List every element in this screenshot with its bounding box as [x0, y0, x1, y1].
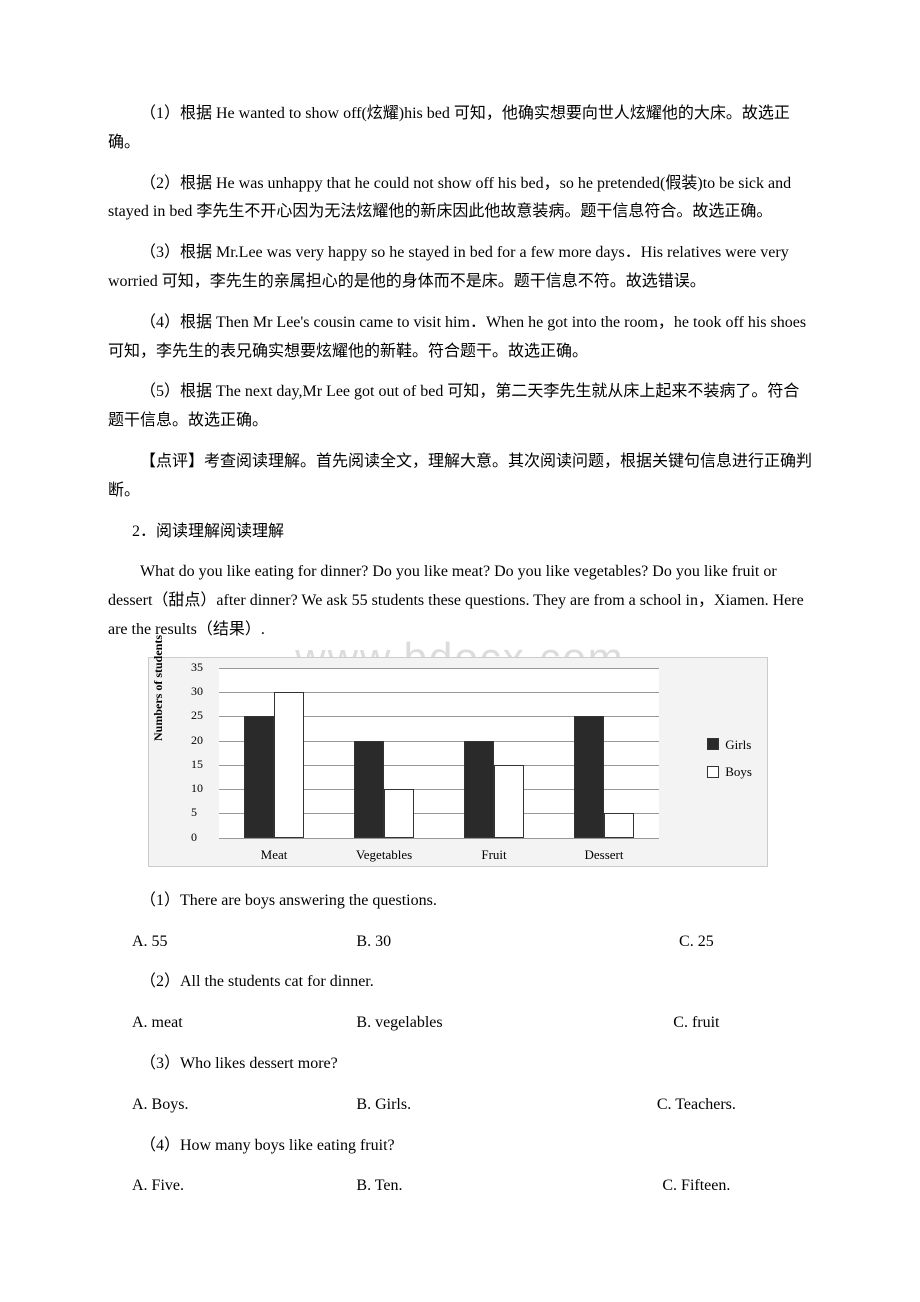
- x-axis-label: Meat: [234, 843, 314, 866]
- explanation-1: （1）根据 He wanted to show off(炫耀)his bed 可…: [108, 100, 812, 158]
- q2-3-opt-b: B. Girls.: [356, 1091, 580, 1120]
- q2-3-options: A. Boys. B. Girls. C. Teachers.: [108, 1091, 812, 1120]
- q2-4-opt-a: A. Five.: [132, 1172, 356, 1201]
- page-content: （1）根据 He wanted to show off(炫耀)his bed 可…: [108, 100, 812, 1201]
- q2-1-opt-a: A. 55: [132, 928, 356, 957]
- legend-swatch: [707, 738, 719, 750]
- chart-bar: [244, 716, 274, 837]
- q2-3-opt-c: C. Teachers.: [581, 1091, 812, 1120]
- explanation-2: （2）根据 He was unhappy that he could not s…: [108, 170, 812, 228]
- explanation-5: （5）根据 The next day,Mr Lee got out of bed…: [108, 378, 812, 436]
- x-axis-label: Fruit: [454, 843, 534, 866]
- y-axis-label: Numbers of students: [148, 635, 170, 741]
- q2-1-opt-b: B. 30: [356, 928, 580, 957]
- chart-bar: [464, 741, 494, 838]
- q2-2-opt-c: C. fruit: [581, 1009, 812, 1038]
- q2-3-stem: （3）Who likes dessert more?: [108, 1050, 812, 1079]
- q2-2-stem: （2）All the students cat for dinner.: [108, 968, 812, 997]
- q2-2-opt-a: A. meat: [132, 1009, 356, 1038]
- q2-heading: 2．阅读理解阅读理解: [108, 518, 812, 547]
- x-axis-label: Dessert: [564, 843, 644, 866]
- explanation-3: （3）根据 Mr.Lee was very happy so he stayed…: [108, 239, 812, 297]
- legend-item: Girls: [707, 733, 752, 756]
- legend-label: Girls: [725, 733, 751, 756]
- q2-3-opt-a: A. Boys.: [132, 1091, 356, 1120]
- chart-bar: [274, 692, 304, 838]
- x-axis-label: Vegetables: [344, 843, 424, 866]
- q2-4-opt-b: B. Ten.: [356, 1172, 580, 1201]
- chart-plot-area: [219, 668, 659, 838]
- chart-bar: [384, 789, 414, 838]
- gridline: [219, 838, 659, 839]
- chart-dinner: Numbers of students05101520253035MeatVeg…: [148, 657, 768, 867]
- chart-bar: [354, 741, 384, 838]
- chart-legend: Girls Boys: [707, 733, 752, 788]
- chart-bar: [494, 765, 524, 838]
- legend-item: Boys: [707, 760, 752, 783]
- gridline: [219, 668, 659, 669]
- q2-1-opt-c: C. 25: [581, 928, 812, 957]
- q2-2-opt-b: B. vegelables: [356, 1009, 580, 1038]
- q2-2-options: A. meat B. vegelables C. fruit: [108, 1009, 812, 1038]
- explanation-4: （4）根据 Then Mr Lee's cousin came to visit…: [108, 309, 812, 367]
- chart-bar: [574, 716, 604, 837]
- chart-bar: [604, 813, 634, 837]
- q2-4-options: A. Five. B. Ten. C. Fifteen.: [108, 1172, 812, 1201]
- legend-swatch: [707, 766, 719, 778]
- explanation-comment: 【点评】考查阅读理解。首先阅读全文，理解大意。其次阅读问题，根据关键句信息进行正…: [108, 448, 812, 506]
- q2-1-stem: （1）There are boys answering the question…: [108, 887, 812, 916]
- legend-label: Boys: [725, 760, 752, 783]
- q2-1-options: A. 55 B. 30 C. 25: [108, 928, 812, 957]
- q2-4-stem: （4）How many boys like eating fruit?: [108, 1132, 812, 1161]
- q2-passage: What do you like eating for dinner? Do y…: [108, 558, 812, 644]
- q2-4-opt-c: C. Fifteen.: [581, 1172, 812, 1201]
